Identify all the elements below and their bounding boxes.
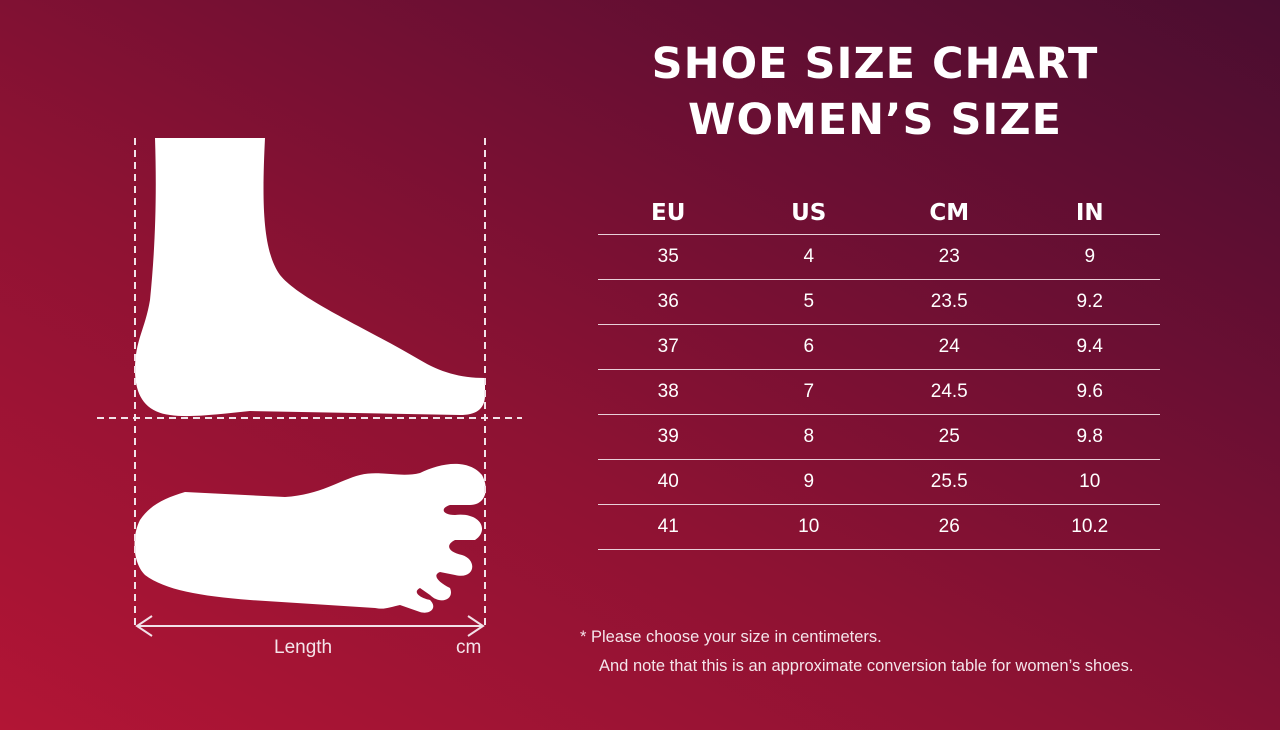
table-cell: 7: [738, 369, 879, 415]
foot-sole-icon: [134, 463, 486, 613]
chart-subtitle: WOMEN’S SIZE: [688, 95, 1062, 145]
table-cell: 6: [738, 324, 879, 370]
table-cell: 24: [879, 324, 1020, 370]
table-row: 37 6 24 9.4: [598, 324, 1160, 370]
table-cell: 9.6: [1019, 369, 1160, 415]
chart-title: SHOE SIZE CHART: [651, 39, 1099, 89]
table-cell: 10: [1019, 459, 1160, 505]
table-cell: 10: [738, 504, 879, 550]
table-row: 40 9 25.5 10: [598, 459, 1160, 505]
table-cell: 9.2: [1019, 279, 1160, 325]
table-cell: 38: [598, 369, 739, 415]
note-line-1: * Please choose your size in centimeters…: [580, 628, 882, 646]
table-cell: 26: [879, 504, 1020, 550]
header-cm: CM: [879, 192, 1020, 235]
unit-label: cm: [456, 637, 482, 658]
table-row: 39 8 25 9.8: [598, 414, 1160, 460]
table-cell: 25.5: [879, 459, 1020, 505]
table-cell: 37: [598, 324, 739, 370]
note-line-2: And note that this is an approximate con…: [599, 657, 1134, 675]
table-cell: 23: [879, 234, 1020, 280]
table-cell: 9: [1019, 234, 1160, 280]
table-cell: 4: [738, 234, 879, 280]
table-cell: 23.5: [879, 279, 1020, 325]
table-cell: 36: [598, 279, 739, 325]
table-row: 41 10 26 10.2: [598, 504, 1160, 550]
table-row: 35 4 23 9: [598, 234, 1160, 280]
table-cell: 9.8: [1019, 414, 1160, 460]
length-arrow: [135, 615, 485, 637]
table-cell: 9: [738, 459, 879, 505]
length-label: Length: [274, 637, 333, 658]
table-cell: 9.4: [1019, 324, 1160, 370]
table-row: 38 7 24.5 9.6: [598, 369, 1160, 415]
table-cell: 5: [738, 279, 879, 325]
table-cell: 35: [598, 234, 739, 280]
table-cell: 10.2: [1019, 504, 1160, 550]
table-cell: 41: [598, 504, 739, 550]
size-table: EU US CM IN 35 4 23 9 36 5 23.5 9.2 37 6 24 9.4 38 7 2…: [598, 192, 1160, 550]
table-cell: 24.5: [879, 369, 1020, 415]
table-cell: 39: [598, 414, 739, 460]
header-in: IN: [1019, 192, 1160, 235]
header-us: US: [738, 192, 879, 235]
table-cell: 8: [738, 414, 879, 460]
foot-side-icon: [135, 138, 485, 417]
table-cell: 40: [598, 459, 739, 505]
table-cell: 25: [879, 414, 1020, 460]
header-eu: EU: [598, 192, 739, 235]
table-row: 36 5 23.5 9.2: [598, 279, 1160, 325]
